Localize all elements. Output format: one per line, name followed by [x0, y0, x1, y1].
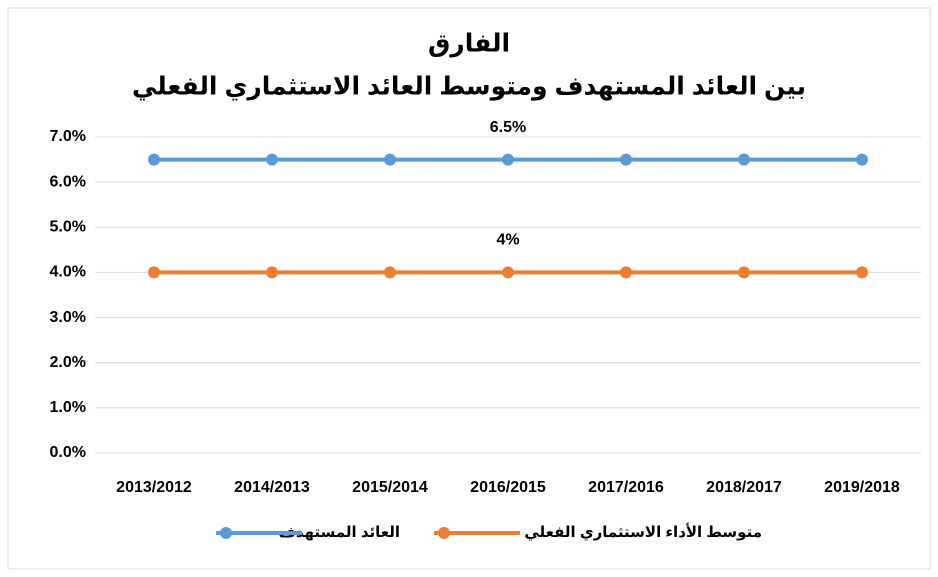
point	[738, 266, 750, 279]
y-tick-label: 3.0%	[50, 309, 86, 326]
point	[620, 266, 632, 279]
x-tick-label: 2014/2013	[234, 479, 310, 496]
point	[856, 266, 868, 279]
point	[266, 153, 278, 166]
legend-marker	[438, 527, 450, 539]
x-tick-label: 2019/2018	[824, 479, 900, 496]
legend-label: العائد المستهدف	[278, 524, 400, 541]
x-tick-label: 2015/2014	[352, 479, 428, 496]
data-label: 6.5%	[490, 119, 526, 136]
legend-label: متوسط الأداء الاستثماري الفعلي	[524, 523, 762, 542]
y-tick-label: 7.0%	[50, 128, 86, 145]
point	[502, 153, 514, 166]
point	[856, 153, 868, 166]
point	[148, 266, 160, 279]
y-tick-label: 5.0%	[50, 219, 86, 236]
point	[738, 153, 750, 166]
point	[502, 266, 514, 279]
point	[384, 153, 396, 166]
point	[620, 153, 632, 166]
point	[384, 266, 396, 279]
x-tick-label: 2013/2012	[116, 479, 192, 496]
x-tick-label: 2016/2015	[470, 479, 546, 496]
y-tick-label: 4.0%	[50, 264, 86, 281]
y-tick-label: 1.0%	[50, 399, 86, 416]
chart-subtitle: بين العائد المستهدف ومتوسط العائد الاستث…	[132, 73, 806, 102]
point	[148, 153, 160, 166]
legend-marker	[220, 527, 232, 539]
chart-border	[7, 7, 931, 570]
data-label: 4%	[496, 232, 519, 249]
y-tick-label: 6.0%	[50, 173, 86, 190]
point	[266, 266, 278, 279]
y-tick-label: 0.0%	[50, 444, 86, 461]
x-tick-label: 2018/2017	[706, 479, 782, 496]
chart-title: الفارق	[428, 30, 510, 58]
y-tick-label: 2.0%	[50, 354, 86, 371]
x-tick-label: 2017/2016	[588, 479, 664, 496]
